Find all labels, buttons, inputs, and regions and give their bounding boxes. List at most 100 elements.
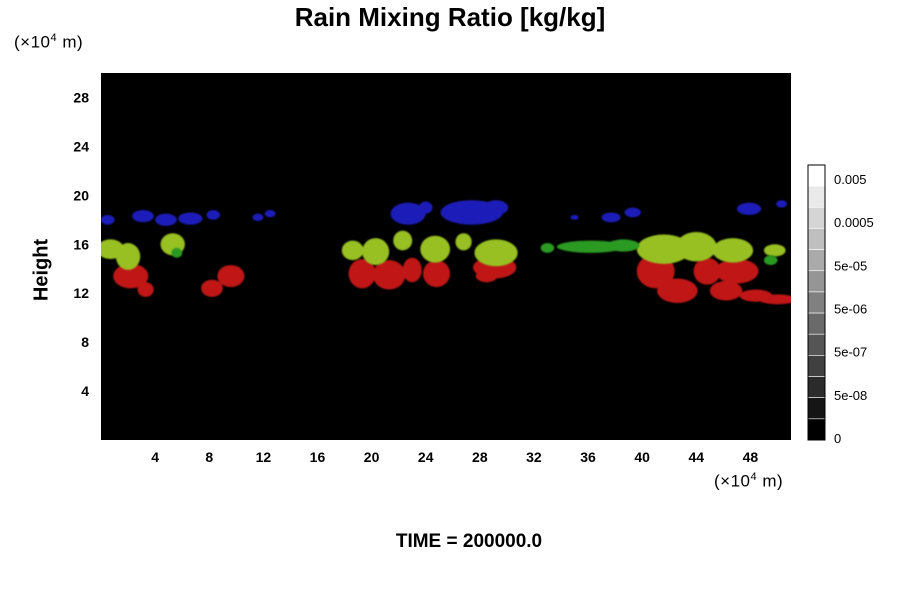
colorbar-swatch [807, 270, 826, 293]
rain-blob [607, 239, 640, 252]
colorbar-swatch [807, 418, 826, 441]
rain-blob [264, 210, 276, 218]
colorbar-tick-label: 5e-06 [834, 302, 867, 317]
colorbar-labels: 0.005 0.0005 5e-05 5e-06 5e-07 5e-08 0 [834, 172, 874, 446]
rain-blob [570, 214, 579, 220]
x-tick-label: 48 [743, 449, 759, 465]
rain-blob [362, 238, 390, 266]
y-unit-tail: m) [57, 32, 84, 52]
colorbar-swatch [807, 185, 826, 208]
rain-blob [132, 210, 154, 223]
colorbar-swatch [807, 164, 826, 187]
y-tick-label: 4 [81, 383, 89, 399]
y-tick-label: 24 [73, 138, 89, 154]
x-tick-label: 20 [364, 449, 380, 465]
x-tick-label: 4 [151, 449, 159, 465]
colorbar-swatch [807, 312, 826, 335]
x-axis-ticks: 4 8 12 16 20 24 28 32 36 40 44 48 [151, 449, 758, 465]
x-tick-label: 8 [205, 449, 213, 465]
rain-blob [712, 238, 754, 263]
rain-blob [763, 255, 778, 266]
y-tick-label: 12 [73, 285, 89, 301]
rain-blob [101, 214, 115, 225]
rain-blob [455, 233, 472, 251]
rain-blob [736, 202, 762, 215]
rain-blob [556, 240, 625, 253]
y-unit-base: (×10 [14, 32, 51, 52]
region-mid-2 [171, 239, 778, 266]
colorbar-tick-label: 0.005 [834, 172, 867, 187]
y-tick-label: 16 [73, 236, 89, 252]
y-axis-ticks: 4 8 12 16 20 24 28 [73, 89, 89, 399]
rain-blob [393, 230, 413, 251]
colorbar-tick-label: 5e-08 [834, 388, 867, 403]
colorbar-swatch [807, 291, 826, 314]
rain-blob [763, 244, 786, 257]
rain-blob [474, 239, 518, 267]
colorbar-swatch [807, 207, 826, 229]
x-unit-base: (×10 [714, 471, 751, 491]
rain-blob [155, 213, 177, 226]
rain-blob [348, 258, 376, 289]
region-high-3 [101, 200, 787, 226]
rain-blob [178, 212, 203, 225]
colorbar [807, 164, 826, 441]
x-tick-label: 32 [526, 449, 542, 465]
rain-blob [217, 265, 245, 288]
x-tick-label: 24 [418, 449, 434, 465]
colorbar-swatch [807, 376, 826, 398]
rain-blob [115, 243, 141, 270]
rain-blob [657, 278, 698, 303]
rain-blob [418, 201, 433, 214]
colorbar-swatch [807, 249, 826, 272]
y-unit-exponent: 4 [50, 32, 58, 44]
rain-blob [776, 200, 787, 208]
x-tick-label: 12 [256, 449, 272, 465]
rain-blob [341, 240, 364, 261]
rain-blob [113, 263, 149, 289]
rain-blob [423, 260, 451, 288]
y-tick-label: 28 [73, 89, 89, 105]
rain-blob [420, 235, 451, 263]
rain-blob [137, 282, 154, 297]
rain-blob [693, 257, 721, 285]
x-unit-exponent: 4 [750, 471, 758, 483]
colorbar-swatch [807, 397, 826, 420]
y-tick-label: 20 [73, 187, 89, 203]
rain-blob [483, 200, 509, 215]
region-low-0 [113, 254, 791, 305]
x-axis-unit: (×104 m) [714, 471, 783, 492]
rain-blob [171, 247, 183, 258]
rain-blob [390, 202, 426, 225]
chart-title: Rain Mixing Ratio [kg/kg] [294, 2, 606, 32]
time-label: TIME = 200000.0 [395, 531, 543, 552]
rain-blob [540, 243, 555, 253]
colorbar-swatch [807, 355, 826, 377]
region-mid-1 [101, 230, 786, 270]
x-tick-label: 28 [472, 449, 488, 465]
rain-blob [201, 279, 223, 297]
rain-blob [601, 212, 621, 223]
rain-blob [252, 213, 264, 222]
rain-blob [206, 210, 221, 220]
x-tick-label: 44 [689, 449, 705, 465]
rain-blob [709, 280, 743, 301]
colorbar-swatch [807, 228, 826, 250]
rain-blob [758, 294, 791, 305]
x-tick-label: 40 [634, 449, 650, 465]
colorbar-tick-label: 5e-05 [834, 258, 867, 273]
rain-blob [715, 258, 759, 284]
colorbar-tick-label: 0 [834, 431, 841, 446]
colorbar-swatch [807, 333, 826, 356]
rain-blob [624, 207, 641, 218]
colorbar-tick-label: 5e-07 [834, 345, 867, 360]
rain-blob [475, 269, 498, 283]
y-tick-label: 8 [81, 334, 89, 350]
x-tick-label: 36 [580, 449, 596, 465]
x-tick-label: 16 [310, 449, 326, 465]
plot-data [101, 200, 791, 305]
x-unit-tail: m) [757, 471, 784, 491]
colorbar-frame [807, 164, 826, 441]
rain-blob [402, 257, 422, 283]
rain-blob [372, 260, 406, 290]
